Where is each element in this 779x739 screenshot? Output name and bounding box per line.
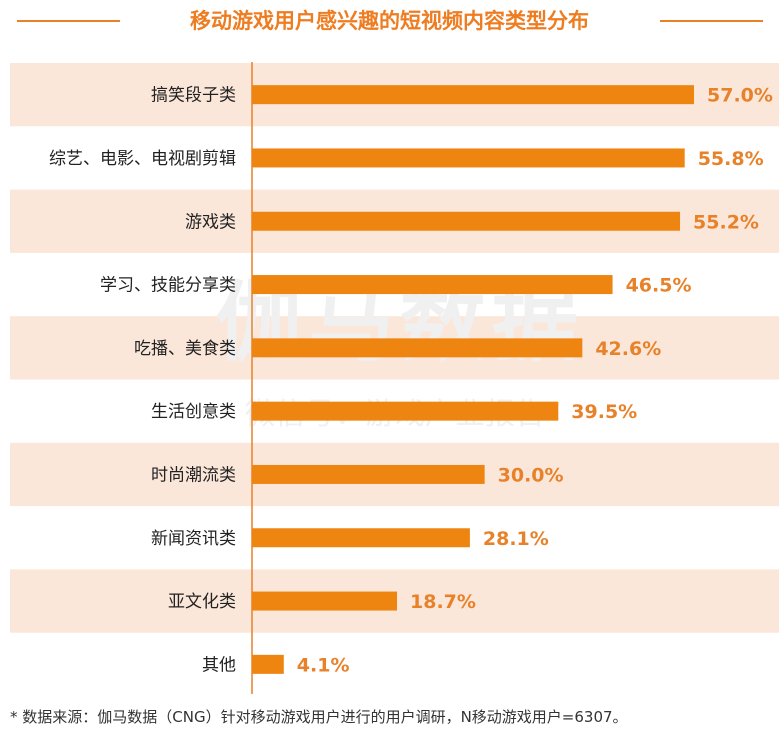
category-label: 综艺、电影、电视剧剪辑 xyxy=(49,149,236,169)
bar-chart: 伽马数据 微信号：游戏产业报告 搞笑段子类综艺、电影、电视剧剪辑游戏类学习、技能… xyxy=(10,62,779,694)
bar xyxy=(252,591,398,611)
bar xyxy=(252,464,485,484)
value-label: 39.5% xyxy=(571,401,637,423)
chart-title: 移动游戏用户感兴趣的短视频内容类型分布 xyxy=(190,9,589,33)
bar xyxy=(252,338,583,358)
category-label: 搞笑段子类 xyxy=(151,86,236,106)
value-label: 4.1% xyxy=(297,654,350,676)
category-label: 亚文化类 xyxy=(168,592,236,612)
bar xyxy=(252,654,284,674)
title-rule-right xyxy=(660,20,763,22)
bar xyxy=(252,275,613,295)
bar xyxy=(252,85,694,105)
bar xyxy=(252,211,681,231)
value-label: 28.1% xyxy=(483,528,549,550)
value-label: 30.0% xyxy=(498,464,564,486)
bars xyxy=(252,85,694,674)
title-rule-left xyxy=(17,20,120,22)
bar xyxy=(252,528,470,548)
value-label: 55.2% xyxy=(693,211,759,233)
value-label: 55.8% xyxy=(698,148,764,170)
value-label: 42.6% xyxy=(595,338,661,360)
category-label: 生活创意类 xyxy=(151,402,236,422)
value-labels: 57.0% 55.8% 55.2% 46.5% 42.6% 39.5% 30.0% 28.1%… xyxy=(297,85,773,677)
bar xyxy=(252,401,559,421)
category-label: 时尚潮流类 xyxy=(151,465,236,485)
bar xyxy=(252,148,685,168)
category-label: 新闻资讯类 xyxy=(151,529,236,549)
category-label: 其他 xyxy=(202,655,236,675)
category-labels: 搞笑段子类综艺、电影、电视剧剪辑游戏类学习、技能分享类吃播、美食类生活创意类时尚… xyxy=(49,86,236,676)
value-label: 57.0% xyxy=(707,85,773,107)
value-label: 46.5% xyxy=(626,275,692,297)
category-label: 游戏类 xyxy=(185,212,236,232)
category-label: 学习、技能分享类 xyxy=(100,276,236,296)
footnote: * 数据来源：伽马数据（CNG）针对移动游戏用户进行的用户调研，N移动游戏用户=… xyxy=(10,708,628,726)
value-label: 18.7% xyxy=(410,591,476,613)
category-label: 吃播、美食类 xyxy=(134,339,236,359)
